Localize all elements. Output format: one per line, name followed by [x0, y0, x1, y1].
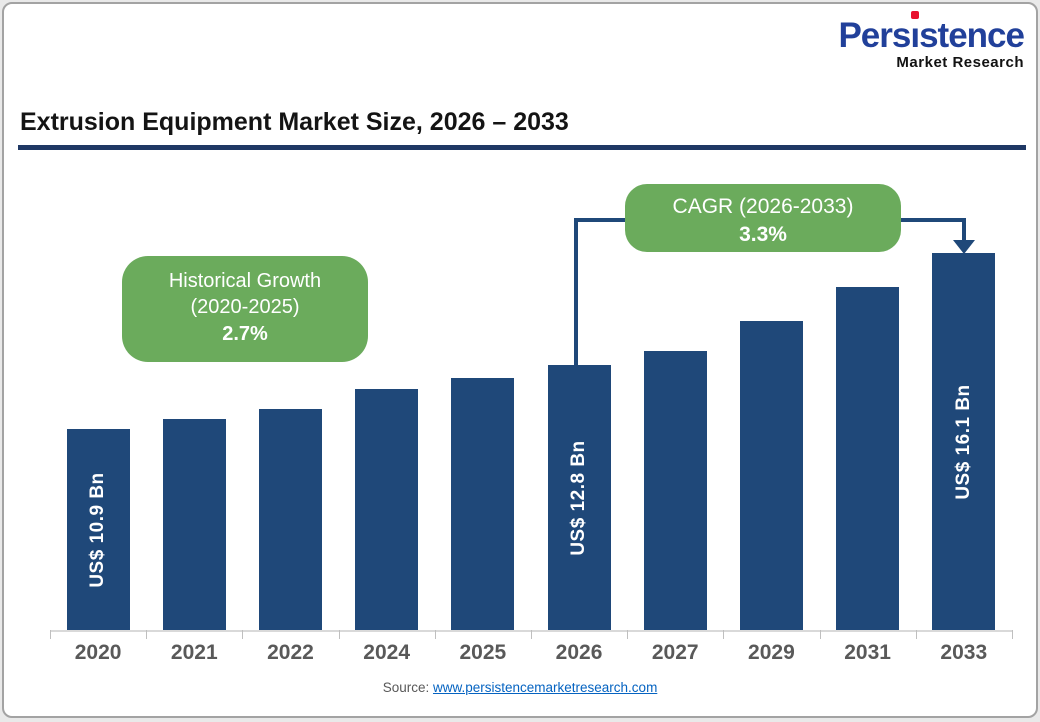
x-axis-label-2026: 2026 [555, 641, 603, 664]
brand-logo: Persı stence Market Research [838, 11, 1025, 71]
bar-2031 [836, 287, 900, 630]
bar-slot-2022 [242, 230, 338, 630]
x-axis-label-2021: 2021 [170, 641, 218, 664]
bar-2026: US$ 12.8 Bn [547, 365, 611, 630]
source-label: Source: [382, 680, 430, 695]
x-axis-label-2025: 2025 [459, 641, 507, 664]
source-line: Source: www.persistencemarketresearch.co… [4, 680, 1036, 695]
bar-2025 [451, 378, 515, 630]
bar-slot-2021 [146, 230, 242, 630]
x-axis-tick [146, 630, 148, 639]
cagr-connector-left-horizontal [574, 218, 626, 222]
logo-red-dot-icon [910, 11, 919, 19]
x-axis-label-2024: 2024 [363, 641, 411, 664]
x-axis-label-2033: 2033 [940, 641, 988, 664]
x-axis-tick [242, 630, 244, 639]
bar-2027 [643, 351, 707, 630]
bar-slot-2024 [339, 230, 435, 630]
x-axis-tick [819, 630, 821, 639]
x-axis-label-2020: 2020 [74, 641, 122, 664]
cagr-connector-right-vertical [962, 218, 966, 242]
x-axis-tick [338, 630, 340, 639]
x-axis-tick [1012, 630, 1013, 639]
x-axis-tick [723, 630, 725, 639]
bar-slot-2020: US$ 10.9 Bn [50, 230, 146, 630]
bar-2029 [739, 321, 803, 630]
x-axis-tick [434, 630, 436, 639]
bar-slot-2031 [820, 230, 916, 630]
bar-slot-2026: US$ 12.8 Bn [531, 230, 627, 630]
x-axis-tick [50, 630, 51, 639]
bar-slot-2029 [723, 230, 819, 630]
x-axis-tick [531, 630, 532, 639]
historical-growth-value: 2.7% [222, 322, 268, 345]
cagr-callout: CAGR (2026-2033) 3.3% [625, 184, 901, 252]
cagr-value: 3.3% [739, 222, 787, 246]
x-axis-label-2031: 2031 [844, 641, 891, 664]
page-title: Extrusion Equipment Market Size, 2026 – … [20, 108, 569, 136]
x-axis-labels: 2020 2021 2022 2024 2025 2026 2027 2029 2031 2033 [50, 641, 1012, 665]
bar-value-label-2026: US$ 12.8 Bn [568, 439, 590, 556]
x-axis-label-2022: 2022 [267, 641, 314, 664]
cagr-connector-left-vertical [574, 218, 578, 373]
bar-chart: US$ 10.9 Bn US$ 12.8 Bn US$ 16.1 Bn [50, 230, 1012, 630]
historical-growth-line1: Historical Growth [168, 270, 322, 292]
bar-2033: US$ 16.1 Bn [932, 253, 996, 630]
source-link[interactable]: www.persistencemarketresearch.com [432, 680, 658, 695]
bar-value-label-2033: US$ 16.1 Bn [952, 383, 974, 500]
brand-name: Persı stence [838, 11, 1025, 53]
bar-2021 [162, 419, 226, 630]
x-axis-label-2029: 2029 [748, 641, 795, 664]
x-axis-label-2027: 2027 [651, 641, 699, 664]
historical-growth-callout: Historical Growth (2020-2025) 2.7% [122, 256, 368, 362]
x-axis-tick [627, 630, 629, 639]
bar-2020: US$ 10.9 Bn [66, 429, 130, 630]
bar-2022 [258, 409, 322, 630]
cagr-connector-right-horizontal [899, 218, 966, 222]
cagr-line1: CAGR (2026-2033) [672, 195, 854, 218]
title-underline [18, 145, 1026, 150]
bar-slot-2027 [627, 230, 723, 630]
x-axis-tick [915, 630, 917, 639]
arrow-down-icon [953, 240, 975, 254]
brand-subtitle: Market Research [896, 54, 1024, 71]
bar-value-label-2020: US$ 10.9 Bn [87, 471, 109, 588]
bar-2024 [355, 389, 419, 630]
bar-slot-2033: US$ 16.1 Bn [916, 230, 1012, 630]
historical-growth-line2: (2020-2025) [190, 296, 300, 319]
bar-slot-2025 [435, 230, 531, 630]
